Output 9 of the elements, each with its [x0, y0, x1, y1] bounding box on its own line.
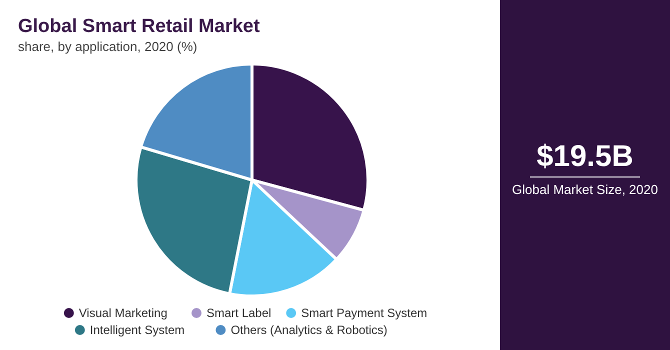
chart-title: Global Smart Retail Market — [18, 16, 260, 37]
legend-label: Intelligent System — [90, 323, 185, 337]
text: $19.5B — [536, 140, 634, 173]
legend-label: Others (Analytics & Robotics) — [230, 323, 388, 337]
legend-label: Smart Payment System — [301, 306, 428, 320]
legend-label: Smart Label — [206, 306, 272, 320]
text: Global Market Size, 2020 — [512, 182, 658, 197]
legend-label: Visual Marketing — [78, 306, 168, 320]
chart-subtitle: share, by application, 2020 (%) — [18, 39, 198, 54]
